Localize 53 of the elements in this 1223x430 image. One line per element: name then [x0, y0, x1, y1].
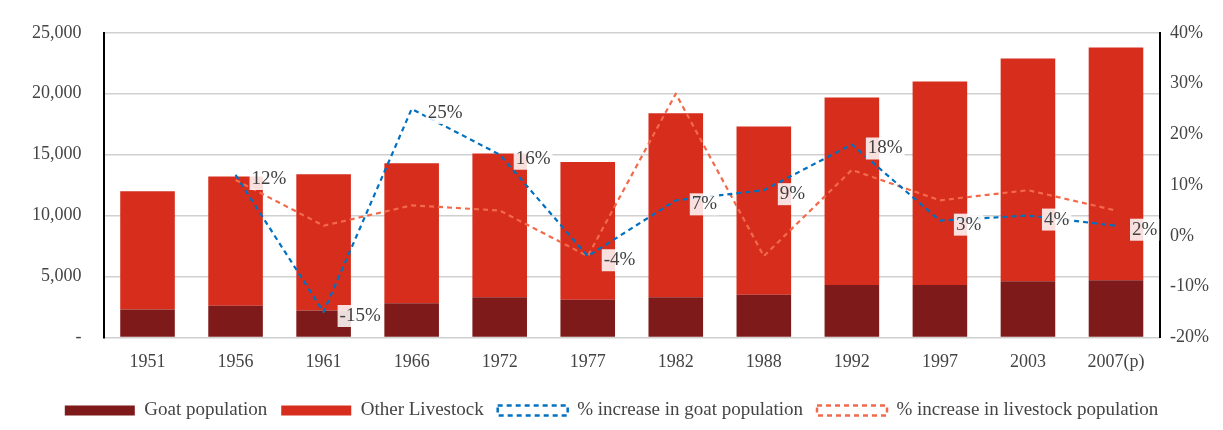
bar: [648, 297, 704, 337]
y2-tick-label: 30%: [1170, 72, 1204, 93]
y-tick-label: 10,000: [32, 204, 82, 225]
data-label: 18%: [867, 136, 903, 158]
bar: [1088, 280, 1144, 337]
data-label: 7%: [691, 192, 718, 214]
x-tick-label: 1972: [481, 350, 518, 371]
data-label: -15%: [339, 304, 381, 325]
bar: [120, 191, 175, 310]
bar: [912, 285, 968, 337]
data-label: 25%: [427, 100, 463, 122]
bar: [1000, 281, 1056, 337]
x-tick-label: 2003: [1009, 350, 1046, 371]
x-tick-label: 1982: [657, 350, 694, 371]
x-tick-label: 1988: [745, 350, 782, 371]
y2-tick-label: 0%: [1170, 224, 1195, 245]
bar: [824, 285, 880, 337]
y-tick-label: 5,000: [41, 265, 82, 286]
bar: [120, 309, 175, 337]
bar: [472, 297, 527, 337]
x-tick-label: 1956: [217, 350, 254, 371]
data-label: 2%: [1131, 217, 1158, 239]
x-tick-label: 1992: [833, 350, 870, 371]
x-tick-label: 1961: [305, 350, 342, 371]
data-label: 3%: [955, 212, 982, 234]
y-tick-label: 25,000: [32, 21, 82, 42]
x-tick-label: 1977: [569, 350, 606, 371]
y2-tick-label: -20%: [1170, 326, 1210, 347]
y2-tick-label: 20%: [1170, 123, 1204, 144]
data-label: 4%: [1043, 207, 1070, 229]
y-tick-label: -: [75, 326, 82, 347]
y2-tick-label: 10%: [1170, 173, 1204, 194]
legend-label: Goat population: [144, 398, 268, 420]
data-label: 12%: [251, 166, 287, 188]
bar: [384, 163, 439, 304]
legend-label: Other Livestock: [360, 398, 485, 420]
bar: [208, 305, 263, 337]
y2-tick-label: -10%: [1170, 275, 1210, 296]
legend-label: % increase in livestock population: [896, 398, 1159, 420]
data-label: 9%: [779, 182, 806, 204]
bar: [560, 299, 616, 337]
bar: [736, 294, 792, 337]
y2-tick-label: 40%: [1170, 21, 1204, 42]
data-label: 16%: [515, 146, 551, 168]
x-tick-label: 2007(p): [1087, 350, 1145, 372]
x-tick-label: 1997: [921, 350, 958, 371]
x-tick-label: 1951: [129, 350, 166, 371]
data-label: -4%: [603, 248, 636, 270]
y-tick-label: 15,000: [32, 143, 82, 164]
legend-label: % increase in goat population: [577, 398, 804, 420]
y-tick-label: 20,000: [32, 82, 82, 103]
x-tick-label: 1966: [393, 350, 430, 371]
bar: [384, 303, 439, 337]
